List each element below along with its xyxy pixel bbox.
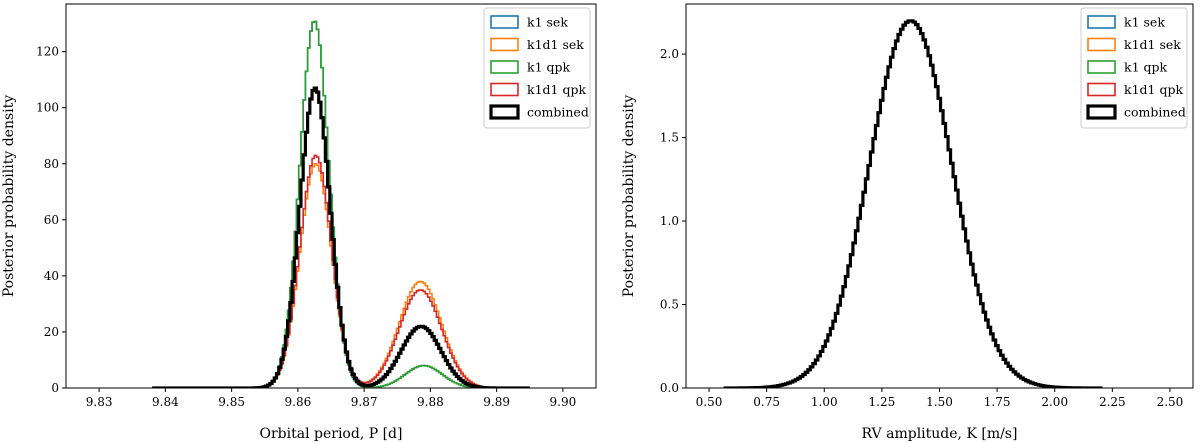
series-line-k1d1-sek	[152, 163, 530, 388]
x-tick-label: 2.00	[1041, 395, 1068, 409]
legend: k1 sek k1d1 sek k1 qpk k1d1 qpk combined	[1080, 7, 1188, 129]
y-tick-label: 100	[36, 101, 59, 115]
legend-swatch	[490, 82, 519, 97]
x-tick-label: 0.75	[753, 395, 780, 409]
legend-entry: k1 qpk	[1124, 60, 1168, 75]
x-tick-label: 9.83	[86, 395, 113, 409]
legend-swatch	[1087, 15, 1116, 29]
series-line-k1d1-qpk	[724, 20, 1102, 388]
x-tick-label: 2.50	[1157, 395, 1184, 409]
y-tick-label: 0.5	[660, 298, 679, 312]
y-tick-label: 20	[44, 325, 59, 339]
x-tick-label: 1.00	[811, 395, 838, 409]
x-tick-label: 1.50	[926, 395, 953, 409]
x-tick-label: 9.87	[351, 395, 378, 409]
legend-entry: k1d1 qpk	[1124, 82, 1183, 97]
x-tick-label: 9.90	[550, 395, 577, 409]
series-line-k1d1-sek	[724, 20, 1102, 388]
legend-swatch	[490, 60, 519, 74]
y-axis-label: Posterior probability density	[1, 95, 17, 297]
x-axis-label: Orbital period, P [d]	[260, 426, 403, 442]
x-tick-label: 0.50	[696, 395, 723, 409]
legend-swatch	[1087, 37, 1116, 52]
y-tick-label: 80	[44, 157, 59, 171]
legend-entry: k1 sek	[1124, 15, 1165, 30]
legend-swatch	[490, 37, 519, 52]
legend-entry: combined	[1124, 105, 1186, 120]
series-line-k1d1-qpk	[152, 154, 530, 388]
x-tick-label: 1.75	[984, 395, 1011, 409]
series-line-combined	[723, 19, 1103, 388]
rv-amplitude-histogram-panel: 0.50 0.75 1.00 1.25 1.50 1.75 2.00 2.25 2.50 0.0 0…	[621, 3, 1194, 442]
series-line-k1-sek	[152, 20, 530, 388]
legend-entry: combined	[527, 105, 589, 120]
period-histogram-panel: 9.83 9.84 9.85 9.86 9.87 9.88 9.89 9.90 0 20 40 60 8…	[1, 3, 597, 442]
histogram-lines	[723, 19, 1103, 388]
x-tick-label: 9.88	[417, 395, 444, 409]
histogram-lines	[152, 20, 530, 388]
y-tick-label: 1.5	[660, 131, 679, 145]
legend-entry: k1 sek	[527, 15, 568, 30]
legend-swatch	[490, 15, 519, 29]
x-tick-label: 1.25	[869, 395, 896, 409]
series-line-k1-qpk	[724, 20, 1102, 388]
y-tick-label: 60	[44, 213, 59, 227]
series-line-k1-sek	[724, 20, 1102, 388]
x-tick-label: 9.84	[152, 395, 179, 409]
y-tick-label: 40	[44, 269, 59, 283]
legend-swatch	[1086, 104, 1117, 120]
series-line-k1-qpk	[152, 20, 530, 388]
x-tick-label: 9.89	[483, 395, 510, 409]
legend-entry: k1d1 sek	[527, 37, 584, 52]
y-tick-label: 0	[51, 381, 59, 395]
x-tick-label: 9.86	[285, 395, 312, 409]
y-tick-label: 1.0	[660, 214, 679, 228]
legend-swatch	[1087, 82, 1116, 97]
x-tick-label: 2.25	[1099, 395, 1126, 409]
legend-entry: k1 qpk	[527, 60, 571, 75]
legend-entry: k1d1 sek	[1124, 37, 1181, 52]
series-line-combined	[152, 86, 530, 388]
y-tick-label: 2.0	[660, 47, 679, 61]
x-tick-label: 9.85	[218, 395, 245, 409]
x-axis-label: RV amplitude, K [m/s]	[862, 426, 1018, 442]
legend: k1 sek k1d1 sek k1 qpk k1d1 qpk combined	[483, 7, 591, 129]
y-tick-label: 120	[36, 45, 59, 59]
legend-swatch	[1087, 60, 1116, 74]
y-axis-label: Posterior probability density	[621, 95, 637, 297]
legend-entry: k1d1 qpk	[527, 82, 586, 97]
legend-swatch	[489, 104, 520, 120]
y-tick-label: 0.0	[660, 381, 679, 395]
axes-frame	[65, 3, 597, 389]
